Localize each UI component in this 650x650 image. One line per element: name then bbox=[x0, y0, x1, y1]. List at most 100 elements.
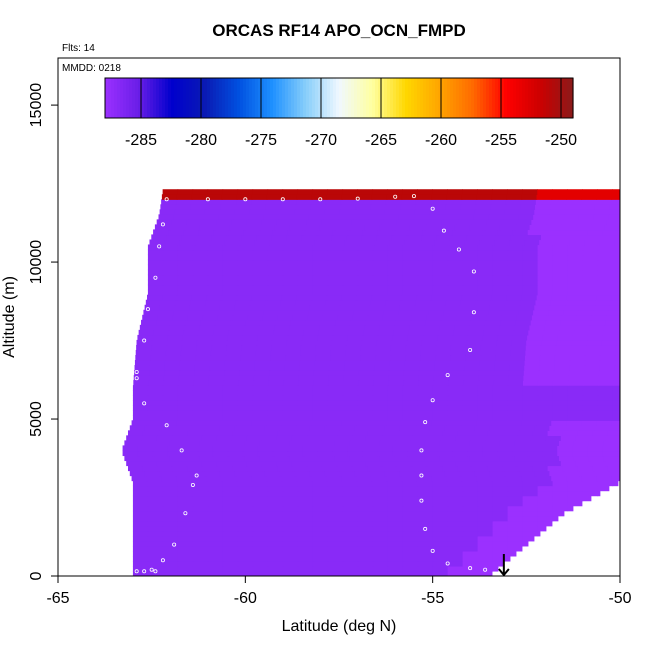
heatmap-cell bbox=[507, 500, 524, 507]
colorbar-swatch bbox=[117, 78, 121, 118]
heatmap-cell bbox=[164, 365, 181, 371]
colorbar-swatch bbox=[504, 78, 508, 118]
heatmap-cell bbox=[177, 535, 194, 542]
heatmap-cell bbox=[282, 545, 299, 552]
colorbar-swatch bbox=[399, 78, 403, 118]
heatmap-cell bbox=[432, 289, 449, 296]
heatmap-cell bbox=[162, 254, 179, 261]
heatmap-cell bbox=[537, 249, 554, 256]
heatmap-cell bbox=[563, 214, 579, 220]
heatmap-cell bbox=[169, 324, 186, 331]
heatmap-cell bbox=[577, 465, 594, 472]
heatmap-cell bbox=[279, 209, 296, 215]
heatmap-cell bbox=[327, 274, 344, 281]
heatmap-cell bbox=[327, 244, 344, 251]
heatmap-cell bbox=[305, 319, 322, 326]
heatmap-cell bbox=[471, 314, 488, 321]
heatmap-cell bbox=[179, 370, 195, 376]
heatmap-cell bbox=[201, 460, 217, 467]
heatmap-cell bbox=[342, 485, 359, 492]
heatmap-cell bbox=[297, 560, 314, 567]
colorbar-swatch bbox=[156, 78, 160, 118]
heatmap-cell bbox=[537, 415, 554, 421]
heatmap-cell bbox=[237, 405, 254, 411]
heatmap-cell bbox=[447, 269, 464, 276]
heatmap-cell bbox=[319, 324, 336, 331]
heatmap-cell bbox=[587, 334, 603, 341]
heatmap-cell bbox=[179, 360, 196, 366]
heatmap-cell bbox=[292, 314, 308, 321]
heatmap-cell bbox=[522, 269, 539, 276]
heatmap-cell bbox=[475, 204, 491, 210]
heatmap-cell bbox=[462, 254, 479, 261]
heatmap-cell bbox=[544, 455, 560, 462]
heatmap-cell bbox=[444, 304, 460, 311]
heatmap-cell bbox=[462, 400, 479, 406]
heatmap-cell bbox=[341, 294, 358, 301]
heatmap-cell bbox=[340, 204, 356, 210]
heatmap-cell bbox=[465, 349, 482, 356]
heatmap-cell bbox=[489, 209, 505, 215]
heatmap-cell bbox=[332, 450, 348, 457]
heatmap-cell bbox=[232, 430, 249, 436]
heatmap-cell bbox=[162, 550, 179, 557]
heatmap-cell bbox=[312, 244, 329, 251]
heatmap-cell bbox=[465, 344, 482, 351]
heatmap-cell bbox=[582, 415, 599, 421]
heatmap-cell bbox=[354, 304, 371, 311]
heatmap-cell bbox=[242, 445, 259, 452]
heatmap-cell bbox=[327, 560, 344, 567]
heatmap-cell bbox=[322, 314, 338, 321]
heatmap-cell bbox=[549, 470, 565, 477]
heatmap-cell bbox=[432, 545, 449, 552]
heatmap-cell bbox=[254, 360, 271, 366]
heatmap-cell bbox=[400, 204, 416, 210]
heatmap-cell bbox=[594, 304, 610, 311]
heatmap-cell bbox=[164, 360, 181, 366]
heatmap-cell bbox=[162, 485, 179, 492]
heatmap-cell bbox=[147, 249, 164, 256]
heatmap-cell bbox=[357, 390, 374, 396]
heatmap-cell bbox=[164, 370, 180, 376]
heatmap-cell bbox=[589, 224, 606, 231]
heatmap-cell bbox=[296, 420, 313, 426]
heatmap-cell bbox=[462, 535, 479, 542]
heatmap-cell bbox=[237, 485, 254, 492]
heatmap-cell bbox=[132, 390, 149, 396]
heatmap-cell bbox=[459, 470, 476, 477]
track-point bbox=[445, 561, 450, 566]
heatmap-cell bbox=[377, 445, 393, 452]
colorbar-swatch bbox=[282, 78, 286, 118]
x-tick-label: -65 bbox=[46, 590, 69, 607]
heatmap-cell bbox=[597, 244, 614, 251]
heatmap-cell bbox=[237, 395, 254, 401]
heatmap-cell bbox=[252, 385, 269, 391]
heatmap-cell bbox=[432, 555, 449, 562]
heatmap-cell bbox=[357, 254, 374, 261]
heatmap-cell bbox=[559, 440, 575, 446]
heatmap-cell bbox=[219, 470, 236, 477]
heatmap-cell bbox=[342, 495, 359, 502]
heatmap-cell bbox=[402, 385, 419, 391]
heatmap-cell bbox=[371, 194, 388, 200]
heatmap-cell bbox=[149, 370, 165, 376]
heatmap-cell bbox=[533, 309, 549, 316]
heatmap-cell bbox=[387, 535, 404, 542]
heatmap-cell bbox=[454, 455, 470, 462]
heatmap-cell bbox=[448, 380, 464, 386]
heatmap-cell bbox=[205, 204, 221, 210]
heatmap-cell bbox=[386, 420, 402, 426]
heatmap-cell bbox=[402, 540, 419, 547]
heatmap-cell bbox=[383, 309, 399, 316]
heatmap-cell bbox=[147, 560, 164, 567]
heatmap-cell bbox=[477, 279, 494, 286]
heatmap-cell bbox=[524, 354, 541, 361]
heatmap-cell bbox=[184, 224, 201, 231]
heatmap-cell bbox=[246, 219, 263, 225]
heatmap-cell bbox=[237, 510, 254, 517]
heatmap-cell bbox=[350, 460, 367, 467]
heatmap-cell bbox=[267, 259, 284, 266]
heatmap-cell bbox=[267, 284, 284, 291]
heatmap-cell bbox=[522, 279, 539, 286]
heatmap-cell bbox=[325, 204, 341, 210]
